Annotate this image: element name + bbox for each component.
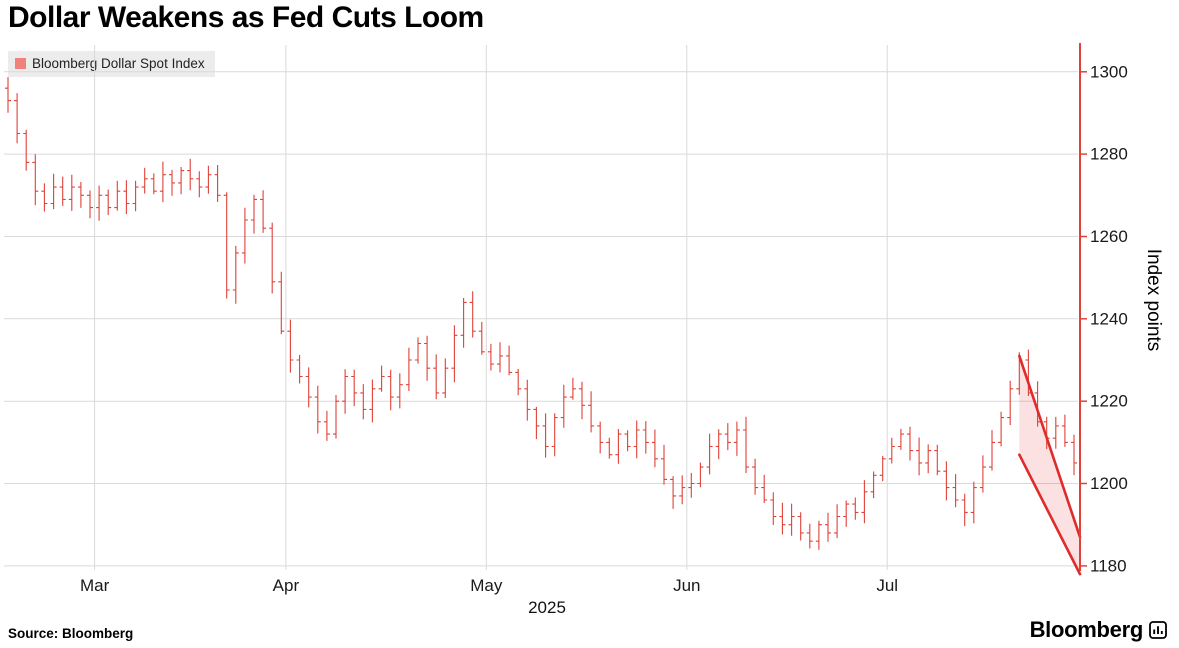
projection-bottom-line (1018, 453, 1082, 576)
x-month-label: Mar (80, 576, 110, 595)
y-tick-label: 1220 (1090, 392, 1128, 411)
chart-title: Dollar Weakens as Fed Cuts Loom (8, 1, 484, 34)
year-label: 2025 (528, 598, 566, 617)
x-month-label: Jul (876, 576, 898, 595)
legend-label: Bloomberg Dollar Spot Index (32, 56, 205, 71)
y-tick-label: 1300 (1090, 62, 1128, 81)
x-month-label: Apr (273, 576, 300, 595)
projection-band (1019, 355, 1080, 575)
y-tick-label: 1260 (1090, 227, 1128, 246)
projection-top-line (1018, 354, 1082, 539)
bloomberg-wordmark: Bloomberg (1029, 617, 1144, 642)
y-tick-label: 1240 (1090, 309, 1128, 328)
y-axis-title: Index points (1143, 249, 1164, 351)
x-month-label: Jun (673, 576, 700, 595)
bloomberg-terminal-icon (1149, 621, 1167, 639)
legend-swatch-icon (15, 58, 26, 70)
x-month-label: May (470, 576, 503, 595)
source-label: Source: Bloomberg (8, 626, 134, 641)
y-tick-label: 1180 (1090, 556, 1127, 575)
y-tick-label: 1280 (1090, 145, 1128, 164)
ohlc-price-bars (5, 77, 1077, 550)
y-tick-label: 1200 (1090, 474, 1128, 493)
bloomberg-logo: Bloomberg (1030, 617, 1167, 643)
